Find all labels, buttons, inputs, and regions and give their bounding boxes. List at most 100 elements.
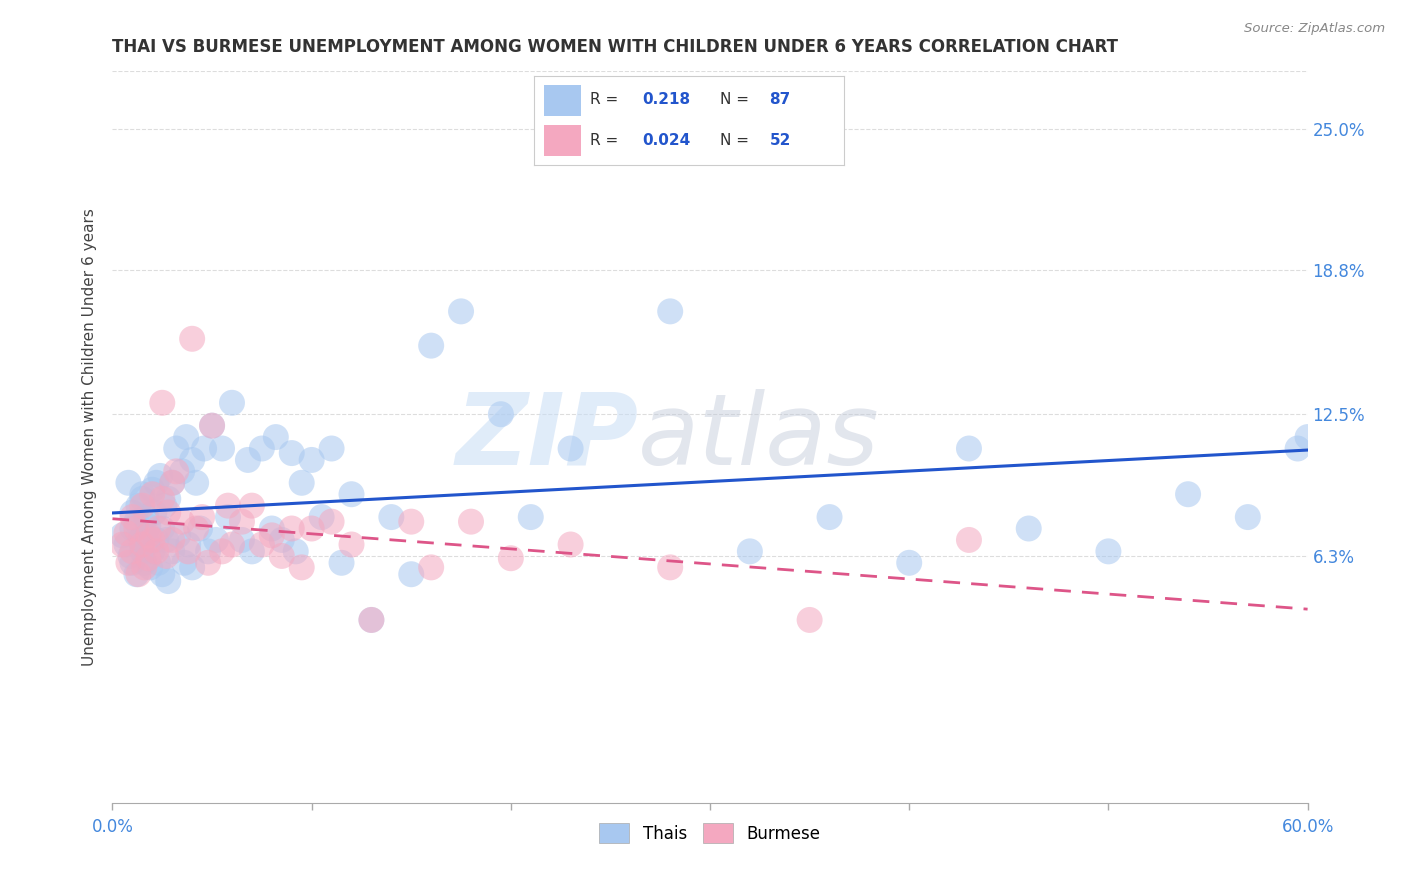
Point	[186, 521, 208, 535]
Point	[139, 560, 162, 574]
Point	[162, 533, 183, 547]
Point	[211, 544, 233, 558]
Point	[401, 515, 423, 529]
Point	[957, 533, 980, 547]
Point	[898, 556, 921, 570]
Point	[148, 556, 170, 570]
Point	[211, 442, 233, 456]
Text: N =: N =	[720, 133, 754, 147]
Point	[165, 442, 187, 456]
Point	[340, 537, 363, 551]
Point	[281, 446, 304, 460]
Point	[141, 544, 163, 558]
Point	[217, 499, 239, 513]
Point	[217, 510, 239, 524]
Point	[125, 515, 148, 529]
Point	[157, 491, 180, 506]
Point	[162, 475, 183, 490]
Point	[155, 549, 177, 563]
Text: 0.218: 0.218	[643, 93, 690, 107]
Point	[177, 537, 200, 551]
Point	[162, 544, 183, 558]
Point	[145, 544, 167, 558]
Point	[181, 332, 204, 346]
Point	[260, 521, 283, 535]
Point	[205, 533, 228, 547]
Point	[127, 567, 149, 582]
Point	[134, 560, 156, 574]
Point	[460, 515, 482, 529]
Point	[1018, 521, 1040, 535]
Text: ZIP: ZIP	[456, 389, 638, 485]
Point	[380, 510, 402, 524]
Point	[121, 521, 143, 535]
Point	[162, 475, 183, 490]
Point	[270, 533, 292, 547]
Point	[231, 533, 253, 547]
Point	[173, 556, 195, 570]
Point	[141, 483, 163, 497]
Point	[520, 510, 543, 524]
Point	[138, 551, 160, 566]
Point	[121, 506, 143, 520]
Point	[311, 510, 333, 524]
Point	[174, 430, 197, 444]
Point	[138, 537, 160, 551]
Point	[111, 528, 134, 542]
Point	[301, 521, 323, 535]
Point	[150, 521, 173, 535]
Point	[138, 519, 160, 533]
Text: R =: R =	[591, 93, 623, 107]
Point	[799, 613, 821, 627]
Point	[301, 453, 323, 467]
Point	[115, 537, 138, 551]
Point	[240, 544, 263, 558]
Point	[150, 396, 173, 410]
Point	[193, 442, 215, 456]
Text: 0.024: 0.024	[643, 133, 690, 147]
Bar	[544, 125, 581, 156]
Point	[1097, 544, 1119, 558]
Point	[291, 475, 314, 490]
Point	[250, 442, 273, 456]
Text: R =: R =	[591, 133, 623, 147]
Point	[186, 475, 208, 490]
Point	[420, 560, 443, 574]
Point	[138, 528, 160, 542]
Point	[141, 487, 163, 501]
Point	[135, 510, 157, 524]
Point	[957, 442, 980, 456]
Text: 52: 52	[769, 133, 790, 147]
Point	[153, 499, 176, 513]
Point	[201, 418, 224, 433]
Point	[150, 567, 173, 582]
Point	[134, 526, 156, 541]
Point	[221, 396, 243, 410]
Point	[360, 613, 382, 627]
Point	[141, 533, 163, 547]
Legend: Thais, Burmese: Thais, Burmese	[592, 817, 828, 849]
Point	[121, 556, 143, 570]
Point	[231, 515, 253, 529]
Point	[143, 506, 166, 520]
Point	[157, 506, 180, 520]
Point	[167, 528, 190, 542]
Point	[221, 537, 243, 551]
Point	[177, 544, 200, 558]
Point	[284, 544, 307, 558]
Text: atlas: atlas	[638, 389, 880, 485]
Text: Source: ZipAtlas.com: Source: ZipAtlas.com	[1244, 22, 1385, 36]
Point	[188, 521, 211, 535]
Point	[129, 533, 152, 547]
Point	[340, 487, 363, 501]
Point	[172, 464, 194, 478]
Point	[1237, 510, 1260, 524]
Point	[264, 430, 287, 444]
Text: 87: 87	[769, 93, 790, 107]
Point	[131, 537, 153, 551]
Point	[659, 560, 682, 574]
Point	[1177, 487, 1199, 501]
Point	[330, 556, 353, 570]
Point	[121, 510, 143, 524]
Y-axis label: Unemployment Among Women with Children Under 6 years: Unemployment Among Women with Children U…	[82, 208, 97, 666]
